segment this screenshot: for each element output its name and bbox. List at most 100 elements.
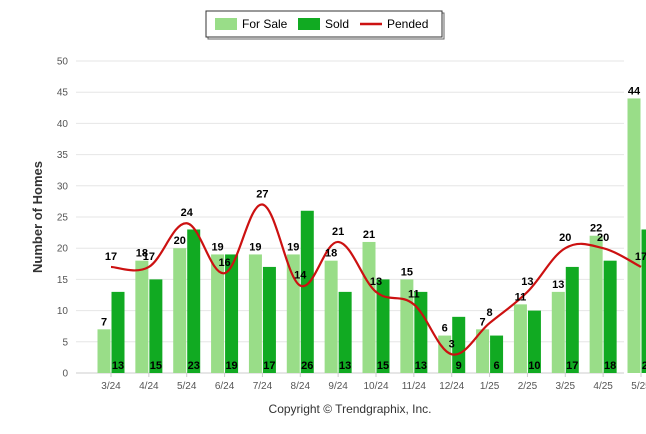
bar-for-sale [513, 304, 527, 373]
pended-value-label: 17 [105, 251, 117, 263]
sold-value-label: 17 [263, 360, 275, 372]
bar-sold [414, 291, 428, 373]
sold-value-label: 26 [301, 360, 313, 372]
copyright-text: Copyright © Trendgraphix, Inc. [269, 402, 432, 416]
sold-value-label: 10 [528, 360, 540, 372]
bar-sold [565, 266, 579, 373]
sold-value-label: 15 [377, 360, 389, 372]
for-sale-value-label: 6 [442, 323, 448, 335]
bar-sold [338, 291, 352, 373]
sold-value-label: 15 [150, 360, 162, 372]
legend-label-pended: Pended [387, 17, 428, 31]
x-tick-label: 7/24 [253, 381, 273, 392]
y-tick-label: 30 [57, 181, 69, 192]
y-tick-label: 10 [57, 306, 69, 317]
bar-sold [490, 335, 504, 373]
bar-sold [603, 260, 617, 373]
pended-value-label: 3 [449, 338, 455, 350]
y-tick-label: 50 [57, 57, 69, 68]
y-tick-label: 5 [62, 337, 68, 348]
sold-value-label: 13 [112, 360, 124, 372]
bar-sold [111, 291, 125, 373]
sold-value-label: 13 [415, 360, 427, 372]
pended-value-label: 21 [332, 226, 344, 238]
x-tick-label: 8/24 [291, 381, 311, 392]
x-tick-label: 2/25 [518, 381, 538, 392]
legend-swatch-for-sale [215, 18, 237, 30]
x-tick-label: 4/24 [139, 381, 159, 392]
for-sale-value-label: 19 [211, 241, 223, 253]
legend-frame [205, 10, 443, 38]
data-labels: 7 13 18 15 20 23 19 19 19 17 19 26 18 13 21 15 15 13 6 9 7 6 1… [101, 85, 646, 372]
bar-for-sale [211, 254, 225, 373]
bar-sold [149, 279, 163, 373]
legend: For Sale Sold Pended [205, 10, 445, 40]
for-sale-value-label: 44 [628, 85, 641, 97]
pended-line [110, 203, 642, 356]
y-tick-label: 40 [57, 119, 69, 130]
bar-for-sale [97, 329, 111, 373]
x-tick-label: 9/24 [328, 381, 348, 392]
y-tick-label: 15 [57, 275, 69, 286]
bar-sold [641, 229, 646, 373]
sold-value-label: 9 [456, 360, 462, 372]
for-sale-value-label: 20 [174, 235, 186, 247]
bar-for-sale [135, 260, 149, 373]
for-sale-value-label: 13 [552, 279, 564, 291]
bar-for-sale [362, 241, 376, 373]
x-tick-label: 6/24 [215, 381, 235, 392]
y-tick-label: 45 [57, 88, 69, 99]
x-tick-label: 5/24 [177, 381, 197, 392]
bar-sold [187, 229, 201, 373]
y-tick-label: 20 [57, 244, 69, 255]
bar-for-sale [589, 235, 603, 373]
for-sale-value-label: 7 [101, 316, 107, 328]
pended-value-label: 24 [181, 207, 194, 219]
pended-value-label: 20 [597, 232, 609, 244]
sold-value-label: 17 [566, 360, 578, 372]
pended-value-label: 11 [408, 288, 420, 300]
for-sale-value-label: 7 [480, 316, 486, 328]
bars [97, 98, 646, 373]
bar-sold [300, 210, 314, 373]
x-tick-label: 11/24 [402, 381, 427, 392]
y-tick-label: 0 [62, 369, 68, 380]
x-tick-label: 12/24 [439, 381, 464, 392]
bar-for-sale [551, 291, 565, 373]
x-tick-label: 3/24 [101, 381, 121, 392]
legend-swatch-sold [298, 18, 320, 30]
pended-value-label: 14 [294, 270, 307, 282]
for-sale-value-label: 18 [325, 248, 337, 260]
for-sale-value-label: 15 [401, 266, 413, 278]
y-axis-label: Number of Homes [30, 161, 45, 273]
x-tick-label: 3/25 [556, 381, 576, 392]
sold-value-label: 23 [188, 360, 200, 372]
for-sale-value-label: 19 [287, 241, 299, 253]
bar-for-sale [476, 329, 490, 373]
legend-label-sold: Sold [325, 17, 349, 31]
for-sale-value-label: 22 [590, 223, 602, 235]
sold-value-label: 13 [339, 360, 351, 372]
sold-value-label: 19 [225, 360, 237, 372]
x-tick-label: 4/25 [593, 381, 613, 392]
x-tick-label: 1/25 [480, 381, 500, 392]
for-sale-value-label: 21 [363, 229, 375, 241]
bar-for-sale [324, 260, 338, 373]
x-tick-label: 5/25 [631, 381, 646, 392]
y-tick-label: 35 [57, 150, 69, 161]
sold-value-label: 23 [642, 360, 646, 372]
bar-for-sale [286, 254, 300, 373]
pended-value-label: 20 [559, 232, 571, 244]
for-sale-value-label: 11 [515, 291, 527, 303]
pended-value-label: 17 [143, 251, 155, 263]
pended-value-label: 13 [521, 276, 533, 288]
bar-sold [452, 316, 466, 373]
pended-value-label: 27 [256, 189, 268, 201]
bar-sold [262, 266, 276, 373]
bar-sold [527, 310, 541, 373]
pended-value-label: 17 [635, 251, 646, 263]
sold-value-label: 6 [494, 360, 500, 372]
bar-sold [225, 254, 239, 373]
bar-for-sale [627, 98, 641, 373]
